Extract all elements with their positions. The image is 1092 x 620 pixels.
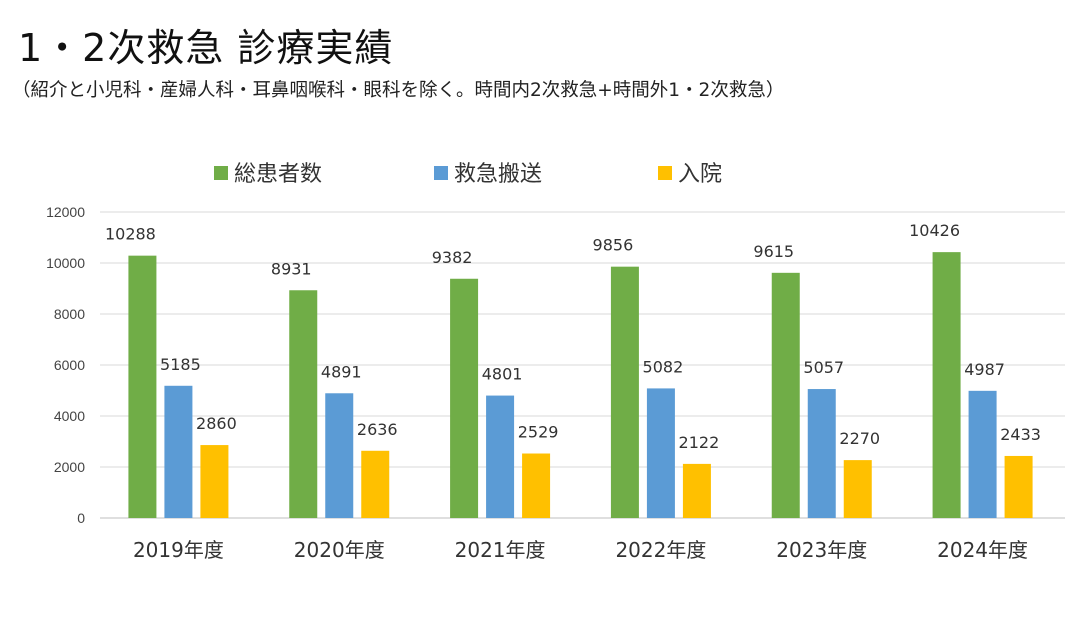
data-label: 9382: [432, 248, 473, 267]
bar-total-patients: [289, 290, 318, 518]
data-label: 2122: [679, 433, 720, 452]
data-label: 5082: [643, 357, 684, 376]
bar-ambulance: [164, 385, 193, 518]
y-tick-label: 10000: [46, 255, 85, 271]
bar-total-patients: [450, 278, 479, 518]
data-label: 4801: [482, 365, 523, 384]
y-tick-label: 12000: [46, 204, 85, 220]
y-tick-label: 4000: [54, 408, 85, 424]
x-tick-label: 2023年度: [776, 538, 867, 562]
x-tick-label: 2019年度: [133, 538, 224, 562]
y-tick-label: 6000: [54, 357, 85, 373]
x-tick-label: 2020年度: [294, 538, 385, 562]
legend-label-ambulance: 救急搬送: [454, 162, 542, 187]
data-label: 10288: [105, 225, 156, 244]
data-label: 2636: [357, 420, 398, 439]
data-label: 8931: [271, 259, 312, 278]
bar-admission: [682, 463, 711, 518]
legend-swatch-ambulance: [434, 166, 448, 180]
bar-ambulance: [968, 390, 997, 518]
bar-total-patients: [610, 266, 639, 518]
x-tick-label: 2022年度: [615, 538, 706, 562]
x-tick-label: 2024年度: [937, 538, 1028, 562]
data-label: 2433: [1000, 425, 1041, 444]
legend-swatch-admission: [658, 166, 672, 180]
data-label: 9856: [593, 236, 634, 255]
data-label: 2270: [839, 429, 880, 448]
bar-admission: [200, 445, 229, 518]
bar-total-patients: [932, 252, 961, 518]
bar-admission: [1004, 455, 1033, 518]
bar-admission: [522, 453, 551, 518]
bar-ambulance: [325, 393, 354, 518]
x-tick-label: 2021年度: [455, 538, 546, 562]
bar-admission: [843, 460, 872, 518]
legend-swatch-total-patients: [214, 166, 228, 180]
legend-label-total-patients: 総患者数: [234, 162, 322, 187]
data-label: 2529: [518, 423, 559, 442]
data-label: 4891: [321, 362, 362, 381]
bar-total-patients: [771, 272, 800, 518]
y-tick-label: 8000: [54, 306, 85, 322]
bar-ambulance: [807, 389, 836, 518]
data-label: 10426: [909, 221, 960, 240]
bar-total-patients: [128, 255, 157, 518]
data-label: 4987: [964, 360, 1005, 379]
bar-admission: [361, 450, 390, 518]
y-tick-label: 2000: [54, 459, 85, 475]
bar-ambulance: [646, 388, 675, 518]
legend-label-admission: 入院: [678, 162, 722, 187]
data-label: 2860: [196, 414, 237, 433]
page-title: 1・2次救急 診療実績: [18, 26, 394, 70]
y-tick-label: 0: [77, 510, 85, 526]
data-label: 5057: [803, 358, 844, 377]
page-subtitle: （紹介と小児科・産婦人科・耳鼻咽喉科・眼科を除く。時間内2次救急+時間外1・2次…: [12, 80, 785, 101]
bar-ambulance: [486, 395, 515, 518]
data-label: 9615: [753, 242, 794, 261]
data-label: 5185: [160, 355, 201, 374]
